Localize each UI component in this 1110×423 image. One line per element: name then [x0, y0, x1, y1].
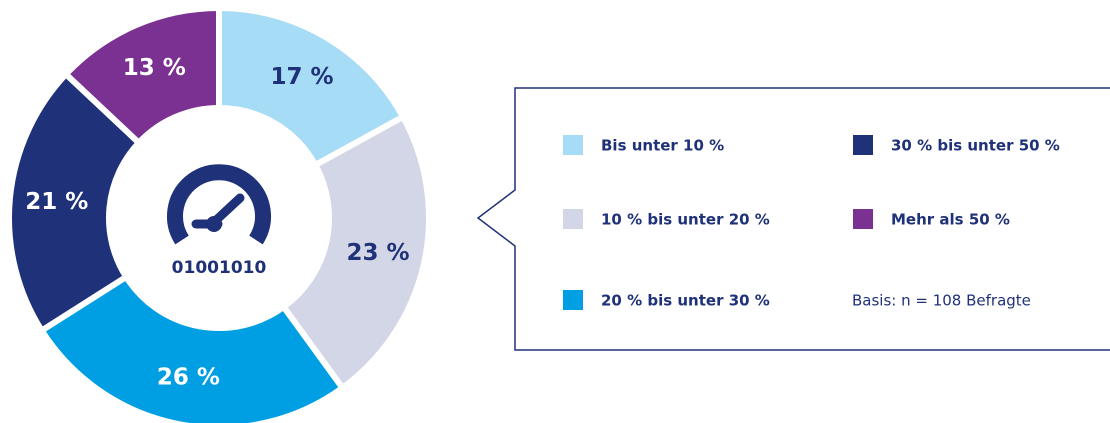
slice: [37, 272, 347, 423]
legend-callout: [476, 87, 1110, 351]
legend-label: 30 % bis unter 50 %: [891, 137, 1060, 155]
legend-label: Bis unter 10 %: [601, 137, 724, 155]
value-label: 23 %: [347, 240, 410, 266]
legend-swatch: [853, 209, 873, 229]
legend-label: 20 % bis unter 30 %: [601, 292, 770, 310]
slice: [279, 112, 432, 393]
legend-swatch: [853, 135, 873, 155]
legend-swatch: [563, 290, 583, 310]
legend-swatch: [563, 209, 583, 229]
value-label: 17 %: [270, 64, 333, 90]
note: Basis: n = 108 Befragte: [852, 292, 1031, 310]
slice: [6, 70, 144, 335]
legend-label: Mehr als 50 %: [891, 211, 1010, 229]
legend-label: 10 % bis unter 20 %: [601, 211, 770, 229]
center-label: 01001010: [172, 258, 267, 278]
legend-swatch: [563, 135, 583, 155]
value-label: 13 %: [123, 55, 186, 81]
value-label: 26 %: [157, 365, 220, 391]
slice: [216, 4, 408, 170]
slice: [61, 4, 222, 147]
value-label: 21 %: [25, 189, 88, 215]
gauge-icon: [167, 164, 271, 245]
